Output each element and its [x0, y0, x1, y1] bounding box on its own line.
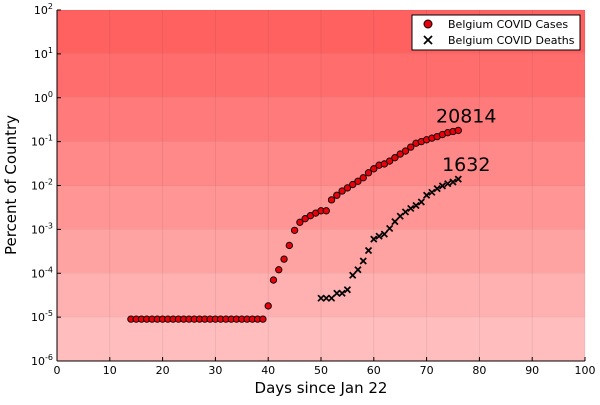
deaths-point — [338, 289, 346, 297]
background-band — [57, 53, 585, 98]
deaths-point — [444, 180, 452, 188]
cases-point — [364, 169, 373, 177]
deaths-point — [412, 201, 420, 210]
y-tick-label: 101 — [34, 46, 53, 61]
cases-point — [322, 207, 330, 215]
x-tick-label: 60 — [367, 364, 381, 377]
cases-point — [396, 150, 404, 158]
deaths-point — [391, 218, 399, 226]
background-band — [57, 317, 585, 361]
series-cases — [127, 126, 462, 323]
x-tick-label: 0 — [54, 364, 61, 377]
x-tick-label: 20 — [156, 364, 170, 377]
deaths-point — [317, 294, 325, 302]
cases-point — [301, 215, 309, 223]
cases-point — [385, 157, 394, 165]
deaths-point — [422, 191, 431, 199]
x-tick-label: 100 — [575, 364, 596, 377]
x-axis-title: Days since Jan 22 — [255, 379, 388, 397]
cases-point — [401, 147, 410, 155]
deaths-point — [333, 289, 341, 297]
cases-point — [264, 302, 272, 310]
y-tick-label: 10-5 — [31, 309, 53, 324]
x-tick-label: 30 — [208, 364, 222, 377]
cases-point — [349, 180, 357, 189]
deaths-point — [401, 208, 410, 216]
deaths-point — [433, 184, 441, 193]
deaths-point — [386, 224, 394, 233]
deaths-point — [349, 271, 357, 279]
deaths-point — [359, 257, 367, 265]
x-tick-label: 70 — [420, 364, 434, 377]
data-series — [127, 126, 462, 323]
background-band — [57, 229, 585, 274]
y-axis-title: Percent of Country — [2, 115, 20, 255]
cases-point — [290, 226, 299, 235]
legend-deaths-marker — [423, 35, 433, 45]
cases-point — [343, 184, 352, 192]
cases-point — [407, 143, 415, 151]
cases-point — [391, 154, 399, 162]
background-band — [57, 273, 585, 318]
cases-point — [285, 241, 293, 250]
tick-labels: 0 10 20 30 40 50 60 70 80 90 100 102 101 100 10-1 10-2 1… — [31, 2, 595, 377]
x-tick-label: 10 — [103, 364, 117, 377]
cases-point — [338, 187, 346, 195]
cases-point — [327, 196, 336, 204]
annotations: 20814 1632 — [436, 105, 496, 176]
annotation-cases-total: 20814 — [436, 105, 496, 127]
y-tick-label: 10-3 — [31, 221, 53, 236]
legend-cases-marker — [423, 19, 433, 29]
y-tick-label: 10-4 — [31, 265, 53, 280]
cases-point — [370, 165, 378, 173]
y-tick-label: 10-2 — [31, 178, 53, 193]
deaths-point — [364, 246, 373, 255]
deaths-point — [375, 232, 383, 240]
cases-point — [359, 174, 367, 182]
cases-point — [259, 315, 267, 323]
x-tick-label: 40 — [261, 364, 275, 377]
deaths-point — [354, 266, 362, 274]
deaths-point — [454, 175, 462, 183]
cases-point — [454, 126, 462, 135]
deaths-point — [343, 286, 352, 294]
y-tick-label: 10-1 — [31, 134, 53, 149]
deaths-point — [370, 235, 378, 243]
cases-point — [275, 266, 283, 274]
deaths-point — [428, 188, 436, 196]
x-tick-label: 80 — [472, 364, 486, 377]
y-tick-label: 10-6 — [31, 353, 53, 368]
cases-point — [333, 191, 341, 199]
annotation-deaths-total: 1632 — [442, 154, 490, 176]
x-tick-label: 50 — [314, 364, 328, 377]
cases-point — [280, 255, 288, 263]
series-deaths — [317, 175, 462, 302]
cases-point — [354, 177, 362, 185]
deaths-point — [407, 204, 415, 213]
deaths-point — [449, 178, 457, 186]
deaths-point — [322, 294, 330, 302]
cases-point — [296, 218, 304, 226]
deaths-point — [327, 294, 336, 302]
deaths-point — [380, 230, 388, 238]
deaths-point — [438, 182, 447, 190]
x-tick-label: 90 — [525, 364, 539, 377]
y-tick-label: 100 — [34, 90, 53, 105]
background-band — [57, 141, 585, 186]
background-band — [57, 97, 585, 142]
legend-cases-label: Belgium COVID Cases — [448, 18, 568, 31]
deaths-point — [417, 198, 425, 206]
legend-box — [411, 14, 581, 51]
legend: Belgium COVID Cases Belgium COVID Deaths — [411, 14, 581, 51]
legend-deaths-label: Belgium COVID Deaths — [448, 34, 575, 47]
y-tick-label: 102 — [34, 2, 53, 17]
cases-point — [269, 276, 278, 284]
